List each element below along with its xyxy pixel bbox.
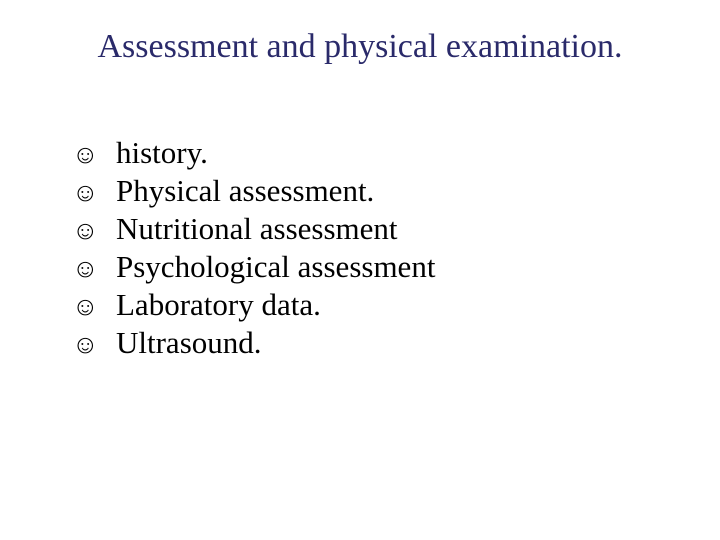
- smiley-bullet-icon: ☺: [72, 292, 116, 322]
- bullet-list: ☺ history. ☺ Physical assessment. ☺ Nutr…: [72, 135, 435, 363]
- slide-title: Assessment and physical examination.: [0, 28, 720, 66]
- list-item: ☺ history.: [72, 135, 435, 171]
- list-item: ☺ Ultrasound.: [72, 325, 435, 361]
- smiley-bullet-icon: ☺: [72, 254, 116, 284]
- list-item-text: history.: [116, 135, 208, 171]
- list-item: ☺ Physical assessment.: [72, 173, 435, 209]
- list-item-text: Laboratory data.: [116, 287, 321, 323]
- list-item: ☺ Nutritional assessment: [72, 211, 435, 247]
- list-item-text: Physical assessment.: [116, 173, 374, 209]
- slide: Assessment and physical examination. ☺ h…: [0, 0, 720, 540]
- smiley-bullet-icon: ☺: [72, 140, 116, 170]
- list-item: ☺ Laboratory data.: [72, 287, 435, 323]
- list-item-text: Nutritional assessment: [116, 211, 398, 247]
- smiley-bullet-icon: ☺: [72, 216, 116, 246]
- list-item-text: Ultrasound.: [116, 325, 262, 361]
- list-item-text: Psychological assessment: [116, 249, 435, 285]
- smiley-bullet-icon: ☺: [72, 330, 116, 360]
- smiley-bullet-icon: ☺: [72, 178, 116, 208]
- list-item: ☺ Psychological assessment: [72, 249, 435, 285]
